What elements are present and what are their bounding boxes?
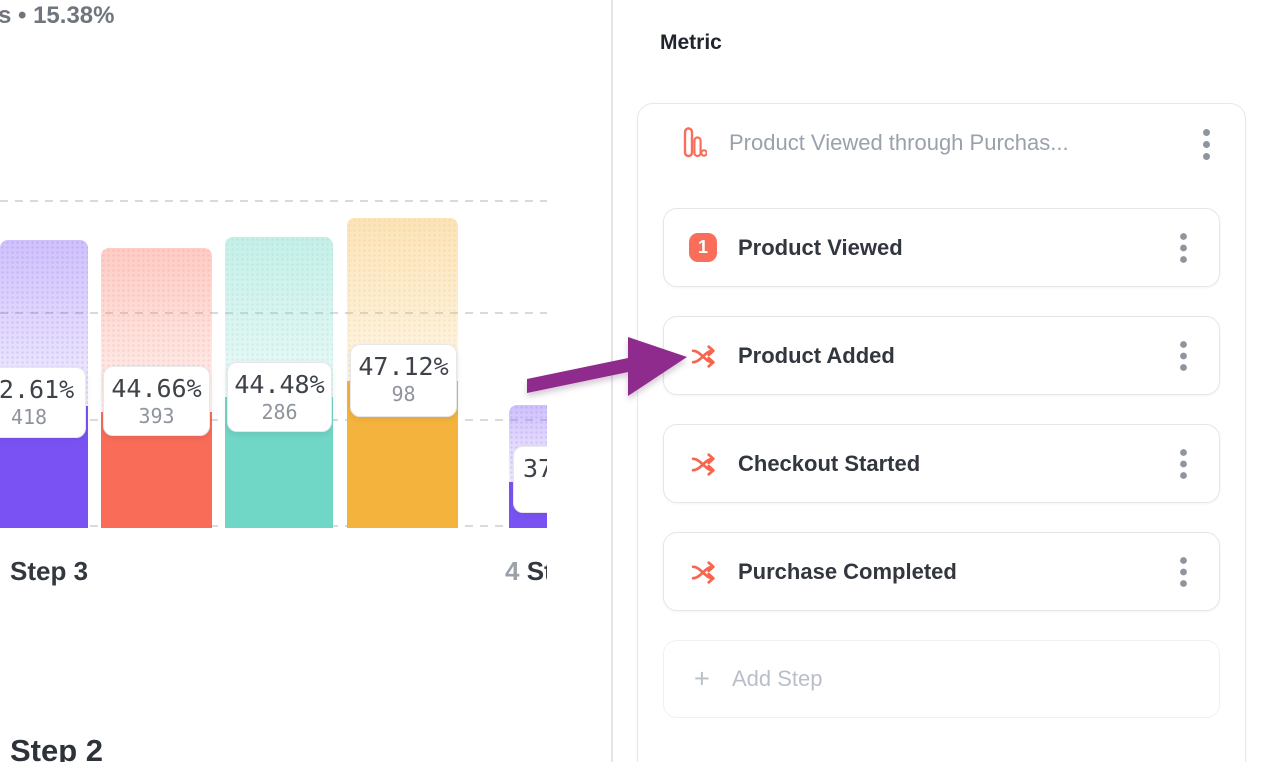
step-label: Product Viewed [738,234,903,260]
funnel-chart: s • 15.38% 42.61% 418 [0,0,547,762]
axis-label-step-3: Step 3 [10,556,89,586]
step-kebab-menu-icon[interactable] [1172,448,1194,479]
conversion-count: 393 [138,404,175,428]
metric-name: Product Viewed through Purchas... [729,130,1069,155]
panel-divider [611,0,613,762]
conversion-pct: 47.12% [358,352,449,381]
axis-step-number: 4 [505,556,520,586]
step-number-badge: 1 [689,233,717,262]
conversion-pct: 37 [523,454,547,483]
conversion-count: 418 [10,405,48,429]
shuffle-icon [690,343,717,375]
add-step-label: Add Step [732,666,823,691]
step-kebab-menu-icon[interactable] [1172,232,1194,263]
funnel-step-row-purchase-completed[interactable]: Purchase Completed [663,532,1220,611]
gridline [0,312,547,314]
step-label: Checkout Started [738,450,921,476]
bar-value-label-5: 37 [513,446,547,513]
bar-value-label-4: 47.12% 98 [350,344,457,417]
bar-value-label-3: 44.48% 286 [227,362,332,432]
bar-value-label-1: 42.61% 418 [0,367,86,438]
funnel-step-row-product-viewed[interactable]: 1 Product Viewed [663,208,1220,287]
conversion-count: 98 [391,382,416,406]
funnel-step-row-checkout-started[interactable]: Checkout Started [663,424,1220,503]
conversion-pct: 42.61% [0,375,75,404]
metric-panel-title: Metric [660,31,722,54]
step-label: Product Added [738,342,895,368]
funnel-metric-icon [683,127,708,163]
step-kebab-menu-icon[interactable] [1172,556,1194,587]
conversion-count: 286 [261,400,298,424]
gridline [0,200,547,202]
chart-header-partial-text: s • 15.38% [0,2,115,29]
funnel-step-row-product-added[interactable]: Product Added [663,316,1220,395]
shuffle-icon [690,559,717,591]
bar-value-label-2: 44.66% 393 [103,366,210,436]
shuffle-icon [690,451,717,483]
conversion-pct: 44.48% [234,370,325,399]
conversion-pct: 44.66% [111,374,202,403]
metric-kebab-menu-icon[interactable] [1195,125,1217,163]
section-heading-step-2: Step 2 [10,733,104,762]
plus-icon: + [694,663,710,694]
add-step-button[interactable]: + Add Step [663,640,1220,718]
axis-label-step-4: 4 Step 4 [505,556,547,587]
step-kebab-menu-icon[interactable] [1172,340,1194,371]
step-label: Purchase Completed [738,558,957,584]
axis-step-label-partial: Step 4 [526,556,547,586]
